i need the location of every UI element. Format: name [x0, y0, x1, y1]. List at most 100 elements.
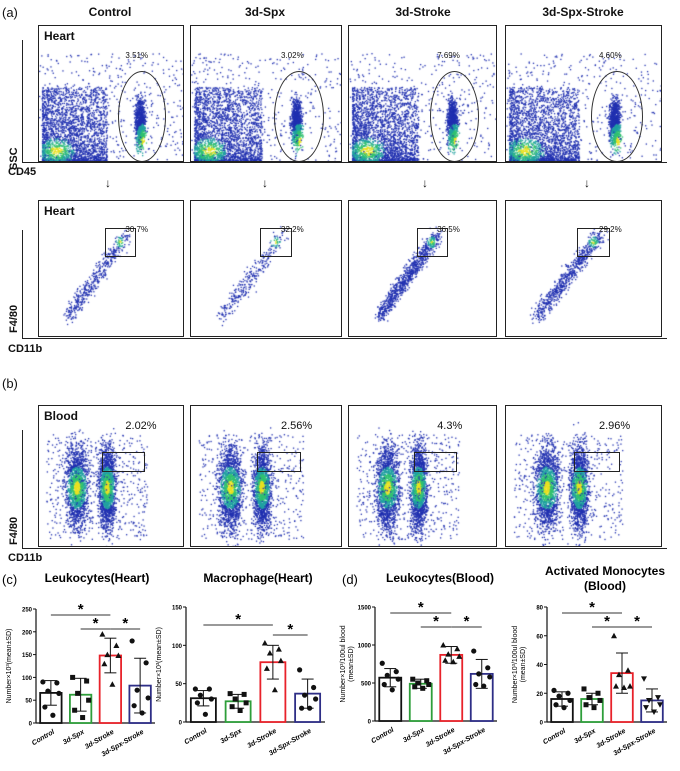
- significance-star: *: [93, 615, 99, 632]
- data-point: [45, 688, 51, 694]
- gate-percentage: 30.7%: [125, 224, 149, 234]
- data-point: [299, 705, 305, 711]
- column-title-control: Control: [88, 5, 132, 19]
- data-point: [655, 695, 661, 701]
- significance-star: *: [235, 611, 241, 628]
- y-tick-label: 50: [175, 682, 182, 688]
- down-arrow-icon: ↓: [105, 176, 111, 190]
- y-tick-label: 0: [29, 722, 33, 728]
- gate-ellipse: [591, 70, 643, 161]
- data-point: [243, 700, 249, 706]
- x-axis-line: [22, 162, 667, 163]
- data-point: [487, 674, 493, 680]
- flow-density-scatter: [39, 406, 183, 546]
- data-point: [307, 705, 313, 711]
- data-point: [440, 642, 447, 648]
- flow-plot-0-3: 4.60%: [505, 25, 662, 162]
- flow-density-scatter: [191, 406, 341, 546]
- data-point: [551, 687, 557, 693]
- data-point: [40, 679, 46, 685]
- data-point: [389, 687, 395, 693]
- data-point: [54, 680, 60, 686]
- data-point: [75, 690, 81, 696]
- data-point: [616, 671, 622, 678]
- data-point: [565, 690, 571, 696]
- data-point: [277, 657, 284, 664]
- data-point: [641, 676, 647, 682]
- data-point: [197, 692, 203, 698]
- gate-rectangle: [413, 452, 457, 473]
- y-tick-label: 100: [172, 644, 183, 650]
- chart-title: Macrophage(Heart): [203, 571, 312, 585]
- x-tick-label: 3d-Stroke: [246, 728, 278, 750]
- data-point: [657, 702, 663, 708]
- flow-density-scatter: [191, 201, 341, 336]
- gate-percentage: 4.60%: [599, 51, 622, 61]
- data-point: [395, 676, 401, 682]
- flow-plot-0-1: 3.02%: [190, 25, 342, 162]
- chart-title: Activated Monocytes: [545, 565, 665, 578]
- data-point: [50, 712, 56, 718]
- data-point: [450, 658, 457, 665]
- data-point: [556, 693, 562, 699]
- y-tick-label: 1000: [358, 644, 372, 650]
- flow-plot-1-0: Heart 30.7%: [38, 200, 184, 337]
- y-tick-label: 150: [172, 606, 183, 612]
- y-tick-label: 150: [22, 653, 33, 659]
- data-point: [302, 692, 308, 698]
- data-point: [476, 671, 482, 677]
- significance-star: *: [122, 615, 128, 632]
- data-point: [80, 715, 86, 721]
- x-tick-label: Control: [31, 728, 57, 747]
- bar-3d-stroke: [439, 653, 464, 722]
- panel-label-c: (c): [2, 572, 17, 587]
- data-point: [643, 705, 649, 711]
- gate-rectangle: [257, 452, 301, 473]
- y-tick-label: 40: [536, 663, 543, 669]
- significance-star: *: [418, 599, 424, 616]
- data-point: [42, 704, 48, 710]
- data-point: [581, 686, 587, 692]
- flow-plot-1-3: 29.2%: [505, 200, 662, 337]
- data-point: [485, 665, 491, 671]
- x-tick-label: 3d-Spx: [62, 728, 87, 746]
- tissue-label: Heart: [44, 204, 75, 218]
- data-point: [454, 645, 461, 652]
- y-tick-label: 50: [25, 699, 32, 705]
- data-point: [297, 667, 303, 673]
- data-point: [134, 687, 140, 693]
- y-tick-label: 0: [368, 720, 372, 726]
- data-point: [621, 684, 627, 690]
- x-tick-label: Control: [542, 727, 568, 746]
- gate-rectangle: [577, 228, 611, 257]
- gate-percentage: 4.3%: [437, 420, 463, 432]
- data-point: [109, 681, 116, 687]
- panel-label-d: (d): [342, 572, 358, 587]
- data-point: [412, 684, 418, 690]
- data-point: [143, 660, 149, 666]
- data-point: [113, 642, 120, 648]
- down-arrow-icon: ↓: [584, 176, 590, 190]
- data-point: [586, 695, 592, 701]
- significance-star: *: [604, 613, 610, 630]
- data-point: [84, 678, 90, 684]
- x-axis-label-cd11b: CD11b: [8, 552, 43, 564]
- data-point: [379, 660, 385, 666]
- data-point: [415, 680, 421, 686]
- significance-star: *: [78, 601, 84, 618]
- data-point: [381, 681, 387, 688]
- data-point: [426, 682, 432, 688]
- gate-rectangle: [260, 228, 292, 257]
- data-point: [591, 705, 597, 711]
- x-tick-label: 3d-Spx: [219, 727, 244, 745]
- y-tick-label: 100: [22, 676, 33, 682]
- y-tick-label: 60: [536, 634, 543, 640]
- data-point: [115, 652, 122, 659]
- data-point: [627, 683, 633, 689]
- data-point: [410, 676, 416, 682]
- y-tick-label: 0: [540, 721, 544, 727]
- tissue-label: Blood: [44, 409, 78, 423]
- gate-percentage: 36.5%: [437, 224, 460, 234]
- y-tick-label: 80: [536, 606, 543, 612]
- panel-label-b: (b): [2, 376, 18, 391]
